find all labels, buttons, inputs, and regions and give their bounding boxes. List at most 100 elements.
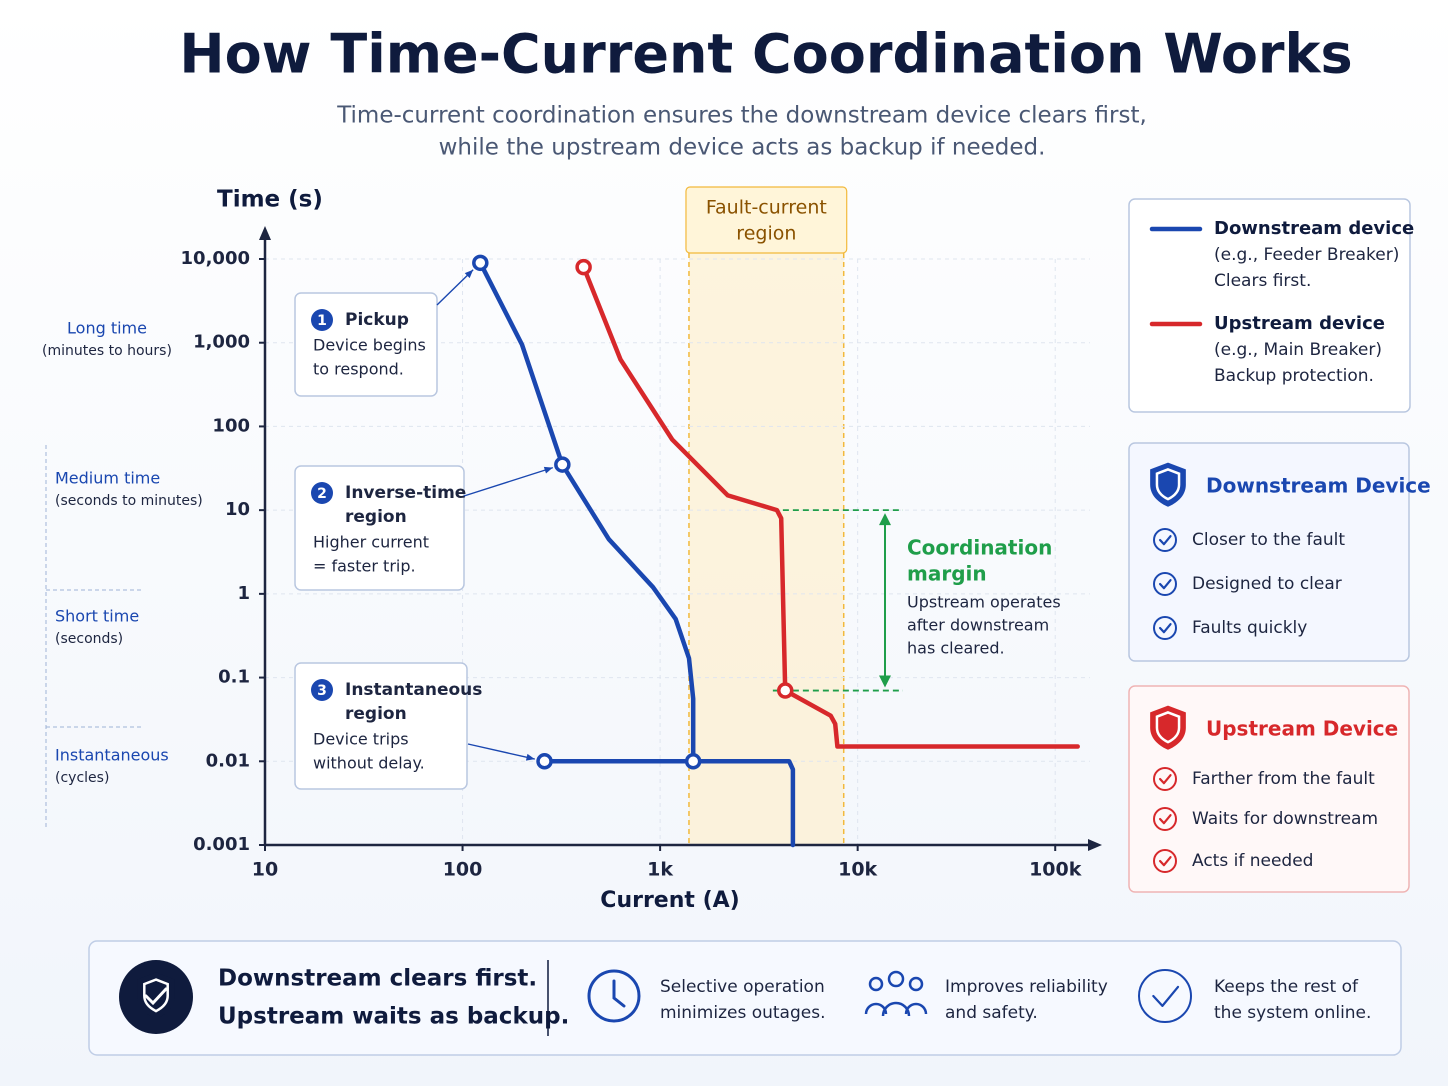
callout-badge <box>311 679 333 701</box>
subtitle: while the upstream device acts as backup… <box>439 135 1046 161</box>
footer-text: the system online. <box>1214 1003 1371 1023</box>
series-marker <box>554 456 571 473</box>
x-axis-label: Current (A) <box>600 888 739 913</box>
panel-check-tick <box>1158 579 1172 590</box>
panel-check-tick <box>1158 623 1172 634</box>
series-line <box>478 260 796 848</box>
panel-item: Closer to the fault <box>1192 530 1345 550</box>
subtitle: Time-current coordination ensures the do… <box>336 103 1147 129</box>
panel-check-tick <box>1158 535 1172 546</box>
series-marker <box>472 254 489 272</box>
callout-arrow <box>463 466 554 497</box>
callout-number: 1 <box>317 313 327 329</box>
legend-text: (e.g., Main Breaker) <box>1214 340 1382 360</box>
margin-text: has cleared. <box>907 639 1005 658</box>
x-tick-label: 10 <box>252 859 278 881</box>
series-marker <box>575 258 592 276</box>
panel-check-tick <box>1158 856 1172 867</box>
clock-hands <box>612 979 626 1008</box>
legend-name: Upstream device <box>1214 313 1385 334</box>
x-tick-label: 100k <box>1029 859 1082 881</box>
y-tick-label: 0.1 <box>218 667 250 688</box>
margin-text: Upstream operates <box>907 593 1061 612</box>
legend-box <box>1128 198 1411 413</box>
fault-region-label-box <box>685 186 848 254</box>
legend-name: Downstream device <box>1214 218 1414 239</box>
panel-check <box>1153 807 1177 831</box>
callout-box <box>294 662 468 790</box>
y-tick-label: 0.01 <box>206 750 250 771</box>
series-marker <box>777 682 794 699</box>
panel-shield-inner <box>1155 468 1181 501</box>
panel-check-tick <box>1158 814 1172 825</box>
people-icon-body <box>881 1001 911 1017</box>
footer-headline: Downstream clears first. <box>218 966 537 992</box>
x-tick-label: 100 <box>443 859 483 881</box>
check-icon <box>1138 969 1192 1023</box>
callout-title: region <box>345 507 407 527</box>
callout-title: Inverse-time <box>345 483 466 503</box>
footer-text: minimizes outages. <box>660 1003 825 1023</box>
band-range: (cycles) <box>55 770 109 786</box>
footer-text: and safety. <box>945 1003 1038 1023</box>
panel-check <box>1153 616 1177 640</box>
band-range: (seconds to minutes) <box>55 493 203 509</box>
people-icon-head <box>868 976 884 992</box>
legend-text: Clears first. <box>1214 271 1311 291</box>
y-tick-label: 10,000 <box>181 248 250 269</box>
footer-shield-inner <box>143 978 169 1013</box>
callout-text: without delay. <box>313 754 425 773</box>
footer-headline: Upstream waits as backup. <box>218 1004 569 1030</box>
callout-arrow <box>467 743 535 760</box>
margin-text: after downstream <box>907 616 1049 635</box>
callout-title: region <box>345 704 407 724</box>
y-tick-label: 0.001 <box>193 834 250 855</box>
panel-shield-inner <box>1155 711 1181 744</box>
band-name: Medium time <box>55 469 160 488</box>
y-axis-label: Time (s) <box>217 187 323 213</box>
callout-box <box>294 465 465 591</box>
band-name: Long time <box>67 319 147 338</box>
callout-number: 3 <box>317 683 327 699</box>
x-tick-label: 1k <box>647 859 673 881</box>
margin-title: Coordination <box>907 536 1052 560</box>
callout-number: 2 <box>317 486 327 502</box>
panel-check-tick <box>1158 774 1172 785</box>
x-axis-arrow <box>1088 839 1102 851</box>
series-line <box>581 264 1080 749</box>
callout-text: Higher current <box>313 533 429 552</box>
panel-check <box>1153 528 1177 552</box>
footer-text: Keeps the rest of <box>1214 977 1359 997</box>
legend-text: (e.g., Feeder Breaker) <box>1214 245 1399 265</box>
callout-text: = faster trip. <box>313 557 416 576</box>
callout-title: Instantaneous <box>345 680 482 700</box>
fault-region-label: Fault-current <box>706 197 827 219</box>
clock-icon <box>587 969 641 1023</box>
panel-box <box>1128 442 1410 662</box>
panel-title: Downstream Device <box>1206 474 1431 498</box>
callout-arrow-head <box>543 466 553 474</box>
panel-item: Acts if needed <box>1192 851 1313 871</box>
margin-title: margin <box>907 562 987 586</box>
band-name: Short time <box>55 607 139 626</box>
y-tick-label: 1,000 <box>193 332 250 353</box>
y-tick-label: 100 <box>212 415 250 436</box>
people-icon-head <box>908 976 924 992</box>
panel-check <box>1153 849 1177 873</box>
callout-arrow-head <box>464 269 474 279</box>
callout-arrow <box>436 269 474 306</box>
band-range: (minutes to hours) <box>42 343 172 359</box>
panel-item: Waits for downstream <box>1192 809 1378 829</box>
series-marker <box>684 753 702 770</box>
x-tick-label: 10k <box>838 859 877 881</box>
callout-arrow-head <box>525 753 535 761</box>
series-marker <box>536 753 553 770</box>
callout-text: Device trips <box>313 730 409 749</box>
footer-text: Selective operation <box>660 977 825 997</box>
title: How Time-Current Coordination Works <box>179 23 1352 86</box>
callout-badge <box>311 482 333 504</box>
people-icon-head <box>887 970 905 988</box>
callout-text: Device begins <box>313 336 426 355</box>
